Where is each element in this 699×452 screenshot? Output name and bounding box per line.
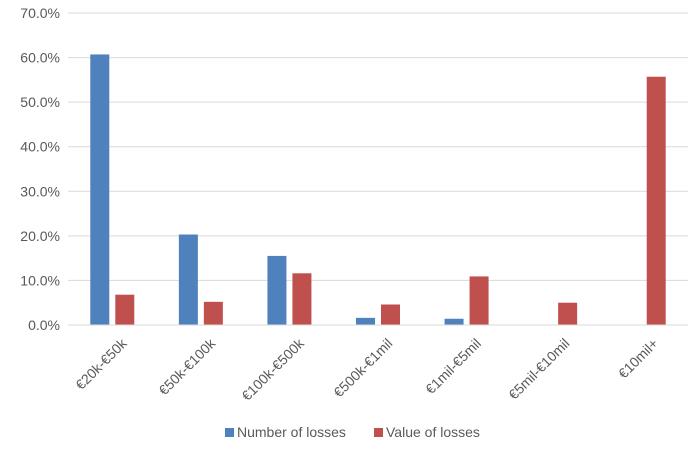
- bar-number-of-losses: [267, 255, 287, 325]
- x-tick-label: €5mil-€10mil: [505, 335, 572, 402]
- y-tick-label: 10.0%: [20, 272, 60, 288]
- x-axis-tick-labels: €20k-€50k €50k-€100k €100k-€500k €500k-€1mi…: [72, 334, 661, 403]
- gridlines: [68, 12, 688, 281]
- bar-number-of-losses: [178, 234, 198, 325]
- legend-label: Number of losses: [237, 424, 346, 440]
- bar-number-of-losses: [356, 317, 375, 325]
- bar-value-of-losses: [381, 304, 400, 325]
- bar-value-of-losses: [646, 76, 666, 325]
- y-tick-label: 30.0%: [20, 183, 60, 199]
- bars: [90, 54, 666, 326]
- x-tick-label: €10mil+: [615, 335, 661, 381]
- legend-label: Value of losses: [386, 424, 480, 440]
- x-tick-label: €1mil-€5mil: [422, 335, 484, 397]
- y-tick-label: 20.0%: [20, 228, 60, 244]
- legend: Number of losses Value of losses: [225, 424, 480, 440]
- y-tick-label: 60.0%: [20, 50, 60, 66]
- bar-number-of-losses: [90, 54, 110, 326]
- y-tick-label: 40.0%: [20, 139, 60, 155]
- bar-value-of-losses: [469, 276, 489, 325]
- x-tick-label: €500k-€1mil: [330, 335, 395, 400]
- y-axis-tick-labels: 0.0% 10.0% 20.0% 30.0% 40.0% 50.0% 60.0% 70.0%: [20, 5, 60, 333]
- legend-swatch: [374, 428, 383, 437]
- bar-value-of-losses: [115, 294, 135, 325]
- bar-value-of-losses: [558, 302, 578, 325]
- bar-value-of-losses: [292, 273, 312, 325]
- legend-swatch: [225, 428, 234, 437]
- x-tick-label: €50k-€100k: [155, 334, 219, 398]
- bar-value-of-losses: [203, 301, 223, 325]
- y-tick-label: 0.0%: [28, 317, 60, 333]
- x-tick-label: €20k-€50k: [72, 334, 130, 392]
- bar-number-of-losses: [444, 318, 464, 325]
- x-tick-label: €100k-€500k: [238, 334, 307, 403]
- y-tick-label: 70.0%: [20, 5, 60, 21]
- y-tick-label: 50.0%: [20, 94, 60, 110]
